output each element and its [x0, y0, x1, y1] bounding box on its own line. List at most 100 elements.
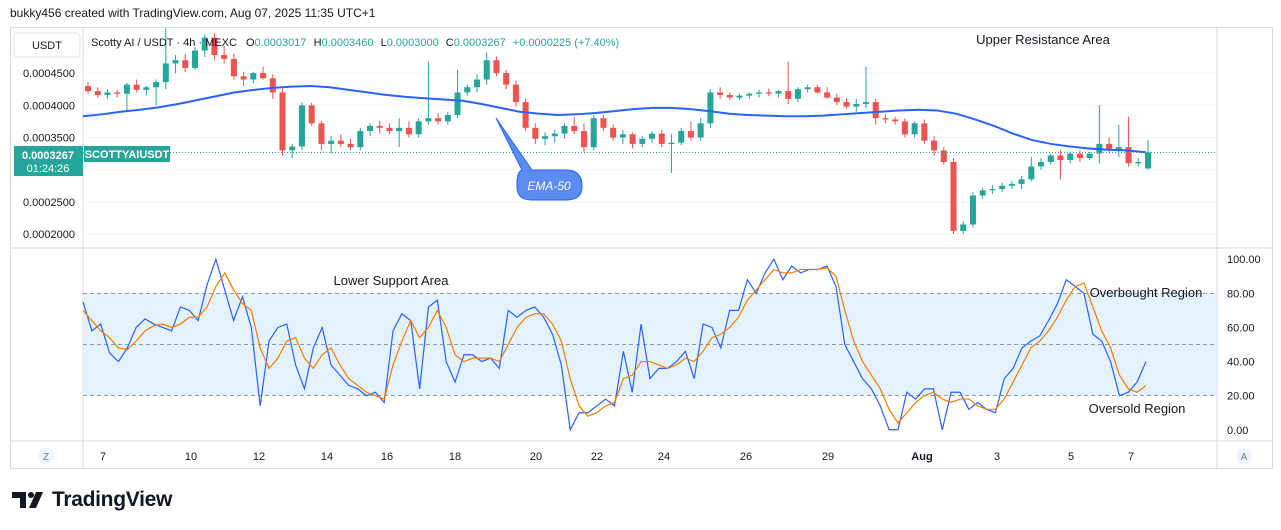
legend-open-value: 0.0003017 — [255, 37, 307, 49]
lower-support-label: Lower Support Area — [334, 273, 450, 288]
candle-body — [1057, 155, 1064, 161]
candle-body — [736, 95, 743, 98]
candle-body — [94, 91, 101, 95]
tradingview-logo[interactable]: TradingView — [12, 488, 172, 512]
candle-body — [551, 133, 558, 137]
time-tick-label: 3 — [994, 451, 1000, 463]
candle-body — [862, 102, 869, 105]
candle-body — [1125, 147, 1132, 164]
candle-body — [114, 92, 121, 94]
candle-body — [298, 105, 305, 147]
price-tick-label: 0.0004500 — [23, 68, 75, 80]
candle-body — [580, 131, 587, 148]
candle-body — [755, 92, 763, 94]
candle-body — [561, 125, 568, 134]
candle-body — [921, 123, 928, 141]
candle-body — [765, 92, 772, 94]
candle-body — [639, 138, 646, 144]
oscillator-tick-label: 40.00 — [1227, 357, 1255, 369]
candle-body — [649, 133, 656, 139]
legend-high-value: 0.0003460 — [322, 37, 374, 49]
candle-body — [717, 92, 724, 95]
time-axis[interactable]: 7 10 12 14 16 18 20 22 24 26 29 Aug 3 5 7 — [100, 451, 1134, 463]
candle-body — [435, 118, 442, 122]
candle-body — [853, 104, 860, 107]
candle-body — [84, 85, 92, 92]
candle-body — [269, 78, 276, 93]
candle-body — [658, 133, 665, 144]
candle-body — [396, 127, 403, 132]
candle-body — [872, 102, 879, 119]
candle-body — [104, 92, 111, 95]
candle-body — [843, 102, 850, 107]
candle-body — [824, 92, 831, 98]
candle-body — [367, 125, 374, 132]
tradingview-brand: TradingView — [52, 488, 173, 511]
legend-symbol: Scotty AI / USDT · 4h · MEXC — [91, 37, 237, 49]
candle-body — [444, 114, 451, 122]
time-tick-label: 5 — [1068, 451, 1074, 463]
candle-body — [493, 60, 500, 74]
candle-body — [707, 92, 714, 124]
oscillator-tick-label: 60.00 — [1227, 322, 1255, 334]
chart-legend: Scotty AI / USDT · 4h · MEXC O0.0003017 … — [91, 37, 619, 49]
candle-body — [1038, 161, 1045, 167]
oscillator-axis[interactable]: 100.00 80.00 60.00 40.00 20.00 0.00 — [1227, 254, 1261, 437]
candle-body — [240, 76, 247, 80]
candle-body — [950, 161, 957, 231]
candle-body — [931, 140, 938, 151]
candle-body — [162, 63, 169, 83]
candle-body — [250, 73, 257, 80]
candle-body — [279, 92, 286, 151]
candle-body — [454, 92, 461, 115]
candle-body — [571, 125, 578, 132]
price-tick-label: 0.0004000 — [23, 100, 75, 112]
candle-body — [191, 50, 198, 68]
candle-body — [464, 87, 471, 93]
chart-frame — [10, 27, 1273, 469]
candle-body — [211, 37, 218, 56]
candle-body — [697, 123, 704, 138]
candle-body — [415, 121, 422, 135]
candle-body — [590, 118, 597, 148]
time-tick-label: 24 — [658, 451, 670, 463]
candle-body — [201, 37, 208, 51]
candle-body — [1028, 166, 1035, 180]
oscillator-tick-label: 100.00 — [1227, 254, 1261, 266]
timezone-button-label: Z — [43, 452, 49, 463]
candle-body — [794, 89, 801, 99]
candle-body — [892, 119, 899, 122]
time-tick-label: 29 — [822, 451, 834, 463]
candle-body — [347, 143, 354, 148]
candle-body — [260, 73, 267, 79]
last-price-value: 0.0003267 — [22, 150, 74, 162]
ema-callout-label: EMA-50 — [527, 179, 571, 193]
candle-body — [804, 87, 811, 90]
candle-body — [1135, 161, 1142, 164]
candle-body — [1067, 153, 1074, 161]
legend-low-value: 0.0003000 — [387, 37, 439, 49]
candle-body — [230, 58, 237, 77]
timezone-button[interactable] — [38, 448, 54, 464]
candle-body — [726, 94, 733, 98]
legend-close-label: C — [446, 37, 454, 49]
candle-body — [289, 146, 296, 151]
currency-button[interactable] — [13, 32, 81, 58]
candle-body — [678, 131, 685, 143]
upper-resistance-label: Upper Resistance Area — [976, 32, 1110, 47]
time-tick-label: 10 — [185, 451, 197, 463]
candle-body — [989, 189, 996, 191]
candle-body — [328, 140, 335, 144]
candle-body — [308, 105, 315, 124]
time-tick-label: 22 — [591, 451, 603, 463]
candle-body — [376, 125, 383, 128]
candle-body — [386, 127, 393, 132]
price-grid — [83, 72, 1217, 235]
candlestick-series — [84, 28, 1152, 235]
candle-body — [483, 60, 490, 80]
time-tick-label: 18 — [449, 451, 461, 463]
ema-50-line — [82, 84, 1147, 154]
candle-body — [1008, 183, 1015, 186]
auto-scale-button[interactable] — [1236, 448, 1252, 464]
